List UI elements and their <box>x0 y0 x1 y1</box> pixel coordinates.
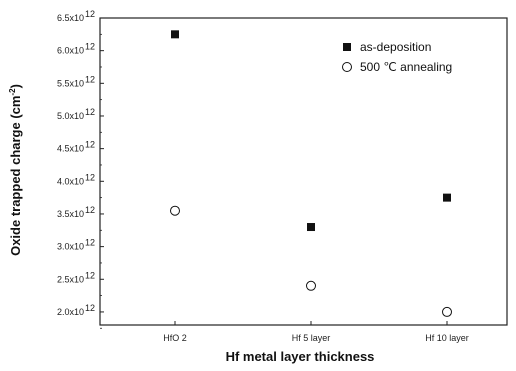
point-as-deposition <box>171 30 179 39</box>
x-axis-ticks: HfO 2 Hf 5 layer Hf 10 layer <box>163 321 469 343</box>
y-axis-title: Oxide trapped charge (cm-2) <box>8 84 23 256</box>
y-tick-label: 6.0x10 <box>57 46 84 56</box>
point-500c-annealing <box>442 306 452 317</box>
y-axis-title-end: ) <box>8 84 23 88</box>
legend-marker-annealing <box>342 62 352 72</box>
y-tick-label: 3.5x10 <box>57 209 84 219</box>
y-tick-exponent: 12 <box>85 107 95 117</box>
point-as-deposition <box>307 223 315 232</box>
y-tick-exponent: 12 <box>85 270 95 280</box>
point-500c-annealing <box>306 280 316 291</box>
y-tick-exponent: 12 <box>85 172 95 182</box>
y-tick-label: 4.0x10 <box>57 176 84 186</box>
y-tick-exponent: 12 <box>85 303 95 313</box>
y-tick-exponent: 12 <box>85 74 95 84</box>
y-tick-exponent: 12 <box>85 140 95 150</box>
legend-label: as-deposition <box>360 40 431 54</box>
legend-label: 500 ℃ annealing <box>360 60 452 74</box>
x-tick-label: Hf 10 layer <box>425 333 469 343</box>
y-tick-exponent: 12 <box>85 238 95 248</box>
y-tick-label: 6.5x10 <box>57 13 84 23</box>
x-axis-title: Hf metal layer thickness <box>226 349 375 364</box>
y-tick-exponent: 12 <box>85 205 95 215</box>
y-tick-label: 2.5x10 <box>57 274 84 284</box>
y-tick-label: 2.0x10 <box>57 307 84 317</box>
point-500c-annealing <box>170 205 180 216</box>
x-tick-label: Hf 5 layer <box>292 333 331 343</box>
y-tick-exponent: 12 <box>85 9 95 19</box>
legend: as-deposition 500 ℃ annealing <box>342 40 452 74</box>
data-points <box>170 30 452 317</box>
x-tick-label: HfO 2 <box>163 333 187 343</box>
y-axis-ticks: 2.0x10 122.5x10 123.0x10 123.5x10 124.0x10 12… <box>57 9 104 329</box>
y-tick-exponent: 12 <box>85 42 95 52</box>
y-tick-label: 5.5x10 <box>57 78 84 88</box>
plot-frame <box>99 17 508 326</box>
legend-marker-as-deposition <box>343 43 351 51</box>
y-tick-label: 5.0x10 <box>57 111 84 121</box>
y-axis-title-sup: -2 <box>8 88 17 96</box>
y-tick-label: 3.0x10 <box>57 242 84 252</box>
y-tick-label: 4.5x10 <box>57 144 84 154</box>
y-axis-title-main: Oxide trapped charge (cm <box>8 96 23 256</box>
point-as-deposition <box>443 193 451 202</box>
